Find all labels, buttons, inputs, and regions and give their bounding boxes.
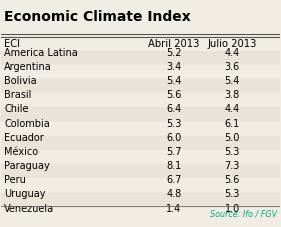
Text: Paraguay: Paraguay [4, 160, 50, 170]
Text: Economic Climate Index: Economic Climate Index [4, 10, 191, 24]
Text: Julio 2013: Julio 2013 [208, 38, 257, 48]
Text: 4.4: 4.4 [225, 104, 240, 114]
Text: 4.8: 4.8 [166, 189, 182, 199]
Text: 8.1: 8.1 [166, 160, 182, 170]
Text: Abril 2013: Abril 2013 [148, 38, 200, 48]
Bar [1, 37, 280, 51]
Text: Bolivia: Bolivia [4, 76, 37, 86]
Text: 6.4: 6.4 [166, 104, 182, 114]
Text: 5.7: 5.7 [166, 146, 182, 156]
Text: America Latina: America Latina [4, 47, 78, 57]
Text: 5.3: 5.3 [166, 118, 182, 128]
Text: 5.4: 5.4 [166, 76, 182, 86]
Bar [1, 136, 280, 150]
Bar [1, 66, 280, 80]
Text: 6.0: 6.0 [166, 132, 182, 142]
Text: 1.0: 1.0 [225, 203, 240, 213]
Bar [1, 94, 280, 108]
Text: Colombia: Colombia [4, 118, 50, 128]
Bar [1, 178, 280, 193]
Text: 5.6: 5.6 [166, 90, 182, 100]
Text: 4.4: 4.4 [225, 47, 240, 57]
Bar [1, 108, 280, 122]
Text: Brasil: Brasil [4, 90, 31, 100]
Text: Peru: Peru [4, 175, 26, 185]
Text: 7.3: 7.3 [225, 160, 240, 170]
Text: 5.0: 5.0 [225, 132, 240, 142]
Text: Argentina: Argentina [4, 62, 52, 72]
Bar [1, 150, 280, 164]
Bar [1, 122, 280, 136]
Text: 1.4: 1.4 [166, 203, 182, 213]
Text: México: México [4, 146, 38, 156]
Text: 3.8: 3.8 [225, 90, 240, 100]
Text: 5.3: 5.3 [225, 146, 240, 156]
Text: 3.4: 3.4 [166, 62, 182, 72]
Text: Chile: Chile [4, 104, 29, 114]
Bar [1, 80, 280, 94]
Text: 5.3: 5.3 [225, 189, 240, 199]
Text: Source: Ifo / FGV: Source: Ifo / FGV [210, 209, 277, 217]
Bar [1, 51, 280, 66]
Text: 5.6: 5.6 [225, 175, 240, 185]
Text: 5.2: 5.2 [166, 47, 182, 57]
Text: Ecuador: Ecuador [4, 132, 44, 142]
Text: Uruguay: Uruguay [4, 189, 46, 199]
Text: 6.7: 6.7 [166, 175, 182, 185]
Text: Venezuela: Venezuela [4, 203, 54, 213]
Text: 5.4: 5.4 [225, 76, 240, 86]
Text: ECI: ECI [4, 38, 20, 48]
Bar [1, 164, 280, 178]
Text: 3.6: 3.6 [225, 62, 240, 72]
Text: 6.1: 6.1 [225, 118, 240, 128]
Bar [1, 193, 280, 207]
